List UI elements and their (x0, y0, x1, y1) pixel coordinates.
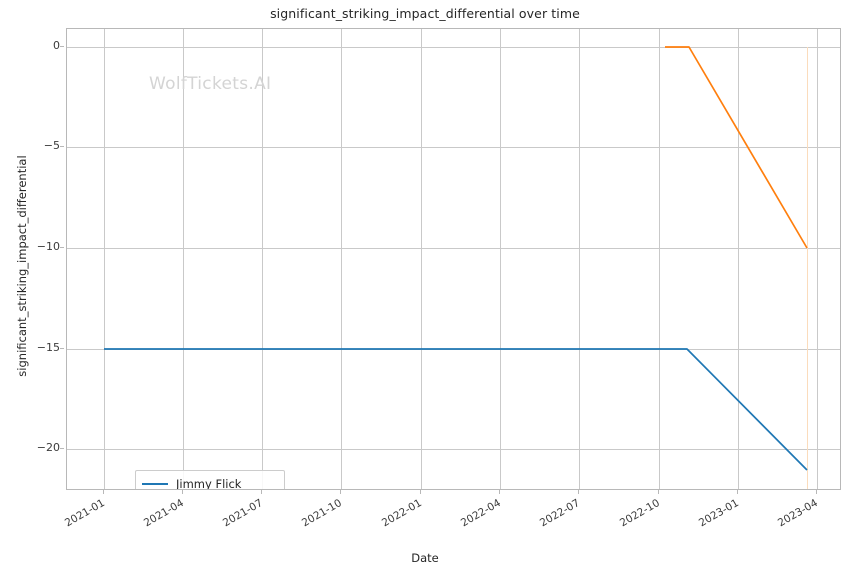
x-axis: 2021-01 2021-04 2021-07 2021-10 2022-01 … (62, 490, 841, 550)
y-tick-label-0: 0 (53, 39, 60, 52)
gridline-vertical-2022-07 (579, 29, 580, 489)
y-axis-label: significant_striking_impact_differential (15, 155, 29, 377)
y-tick-mark-minus15 (60, 348, 64, 349)
y-tick-label-minus20: −20 (36, 441, 60, 454)
x-tick-label-2023-04: 2023-04 (775, 497, 820, 530)
legend-label-jimmy-flick: Jimmy Flick (176, 477, 242, 490)
chart-legend[interactable]: Jimmy Flick Alessandro Costa (135, 470, 285, 490)
plot-area: WolfTickets.AI Jimmy Flick Alessandro Co… (66, 28, 841, 490)
x-tick-mark-2023-04 (816, 490, 817, 494)
legend-item-jimmy-flick[interactable]: Jimmy Flick (142, 476, 276, 490)
legend-swatch-jimmy-flick (142, 483, 168, 485)
x-tick-label-2021-10: 2021-10 (299, 497, 344, 530)
y-tick-mark-0 (60, 46, 64, 47)
x-axis-label: Date (411, 551, 439, 565)
gridline-horizontal-minus20 (67, 449, 840, 450)
x-tick-label-2023-01: 2023-01 (696, 497, 741, 530)
x-tick-mark-2022-10 (658, 490, 659, 494)
gridline-vertical-2023-04 (817, 29, 818, 489)
x-tick-mark-2021-07 (261, 490, 262, 494)
x-tick-mark-2022-07 (578, 490, 579, 494)
x-tick-mark-2021-10 (340, 490, 341, 494)
y-tick-mark-minus20 (60, 448, 64, 449)
y-tick-mark-minus10 (60, 247, 64, 248)
y-axis: 0 −5 −10 −15 −20 (0, 28, 64, 490)
series-plot (104, 46, 808, 471)
gridline-vertical-2021-01 (104, 29, 105, 489)
gridline-vertical-2021-04 (183, 29, 184, 489)
chart-title: significant_striking_impact_differential… (270, 6, 580, 21)
gridline-vertical-2023-01 (738, 29, 739, 489)
series-line-alessandro-costa (665, 46, 808, 249)
x-tick-mark-2022-04 (499, 490, 500, 494)
x-tick-label-2022-04: 2022-04 (458, 497, 503, 530)
gridline-vertical-2022-04 (500, 29, 501, 489)
x-tick-label-2022-10: 2022-10 (617, 497, 662, 530)
gridline-vertical-2021-10 (341, 29, 342, 489)
gridline-horizontal-minus5 (67, 147, 840, 148)
x-tick-mark-2021-04 (182, 490, 183, 494)
y-tick-label-minus10: −10 (36, 240, 60, 253)
gridline-horizontal-0 (67, 47, 840, 48)
y-tick-label-minus5: −5 (43, 139, 60, 152)
x-tick-label-2022-07: 2022-07 (537, 497, 582, 530)
event-vline-2023-06 (807, 47, 808, 489)
gridline-vertical-2021-07 (262, 29, 263, 489)
x-tick-label-2021-04: 2021-04 (141, 497, 186, 530)
x-tick-mark-2022-01 (420, 490, 421, 494)
y-tick-label-minus15: −15 (36, 341, 60, 354)
series-line-jimmy-flick (104, 348, 808, 471)
x-tick-mark-2021-01 (103, 490, 104, 494)
gridline-vertical-2022-01 (421, 29, 422, 489)
x-tick-label-2021-07: 2021-07 (220, 497, 265, 530)
x-tick-label-2022-01: 2022-01 (379, 497, 424, 530)
x-tick-label-2021-01: 2021-01 (62, 497, 107, 530)
gridline-horizontal-minus10 (67, 248, 840, 249)
x-tick-mark-2023-01 (737, 490, 738, 494)
y-tick-mark-minus5 (60, 146, 64, 147)
gridline-vertical-2022-10 (659, 29, 660, 489)
